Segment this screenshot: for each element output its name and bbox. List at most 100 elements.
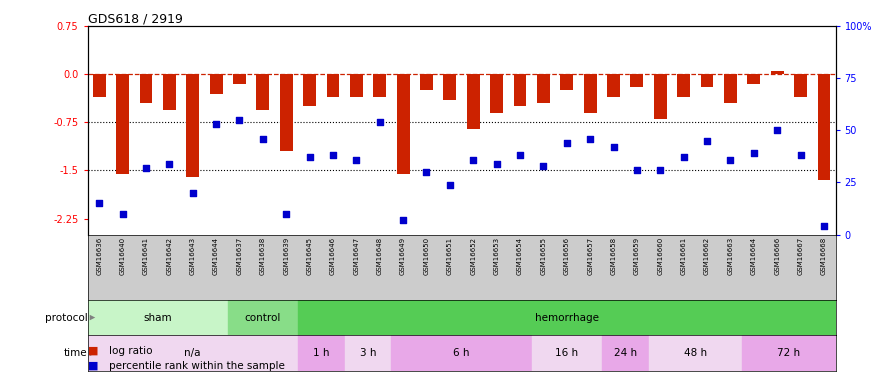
- Bar: [298, 300, 836, 336]
- Text: GSM16648: GSM16648: [377, 237, 382, 274]
- Bar: [303, 74, 316, 106]
- Point: [513, 152, 527, 158]
- Text: GSM16657: GSM16657: [587, 237, 593, 274]
- Text: GSM16644: GSM16644: [214, 237, 219, 274]
- Bar: [280, 74, 292, 151]
- Text: 3 h: 3 h: [360, 348, 376, 358]
- Bar: [654, 74, 667, 119]
- Point: [92, 200, 106, 206]
- Bar: [210, 74, 222, 93]
- Bar: [701, 74, 713, 87]
- Bar: [742, 336, 836, 371]
- Bar: [391, 336, 532, 371]
- Bar: [532, 336, 602, 371]
- Text: 1 h: 1 h: [313, 348, 330, 358]
- Bar: [490, 74, 503, 113]
- Text: GDS618 / 2919: GDS618 / 2919: [88, 12, 182, 25]
- Text: GSM16666: GSM16666: [774, 237, 780, 275]
- Text: sham: sham: [144, 312, 172, 322]
- Bar: [374, 74, 386, 97]
- Bar: [514, 74, 527, 106]
- Point: [746, 150, 760, 156]
- Bar: [139, 74, 152, 103]
- Bar: [228, 300, 298, 336]
- Bar: [326, 74, 340, 97]
- Text: GSM16654: GSM16654: [517, 237, 523, 274]
- Point: [536, 163, 550, 169]
- Text: GSM16659: GSM16659: [634, 237, 640, 274]
- Text: GSM16649: GSM16649: [400, 237, 406, 274]
- Text: GSM16652: GSM16652: [470, 237, 476, 274]
- Point: [163, 161, 177, 167]
- Text: GSM16636: GSM16636: [96, 237, 102, 275]
- Text: log ratio: log ratio: [109, 346, 153, 355]
- Point: [373, 119, 387, 125]
- Bar: [817, 74, 830, 180]
- Bar: [537, 74, 550, 103]
- Text: GSM16653: GSM16653: [493, 237, 500, 274]
- Bar: [256, 74, 270, 110]
- Text: GSM16638: GSM16638: [260, 237, 266, 275]
- Point: [817, 223, 831, 229]
- Bar: [88, 336, 298, 371]
- Point: [654, 167, 668, 173]
- Text: GSM16655: GSM16655: [541, 237, 546, 274]
- Point: [676, 154, 690, 160]
- Bar: [350, 74, 363, 97]
- Text: GSM16667: GSM16667: [797, 237, 803, 275]
- Text: percentile rank within the sample: percentile rank within the sample: [109, 361, 285, 370]
- Point: [255, 136, 270, 142]
- Point: [724, 157, 738, 163]
- Point: [419, 169, 433, 175]
- Point: [139, 165, 153, 171]
- Bar: [677, 74, 690, 97]
- Bar: [93, 74, 106, 97]
- Point: [466, 157, 480, 163]
- Text: control: control: [245, 312, 281, 322]
- Text: 6 h: 6 h: [453, 348, 470, 358]
- Point: [443, 182, 457, 188]
- Text: ■: ■: [88, 346, 98, 355]
- Point: [794, 152, 808, 158]
- Text: 16 h: 16 h: [556, 348, 578, 358]
- Bar: [88, 300, 228, 336]
- Bar: [396, 74, 410, 174]
- Bar: [771, 71, 784, 74]
- Bar: [584, 74, 597, 113]
- Text: GSM16656: GSM16656: [564, 237, 570, 274]
- Point: [490, 161, 504, 167]
- Text: GSM16661: GSM16661: [681, 237, 687, 275]
- Bar: [116, 74, 129, 174]
- Text: GSM16645: GSM16645: [306, 237, 312, 274]
- Text: 72 h: 72 h: [777, 348, 801, 358]
- Bar: [444, 74, 456, 100]
- Point: [186, 190, 200, 196]
- Text: GSM16639: GSM16639: [284, 237, 290, 275]
- Bar: [747, 74, 760, 84]
- Point: [560, 140, 574, 146]
- Point: [279, 211, 293, 217]
- Point: [396, 217, 410, 223]
- Text: protocol: protocol: [45, 312, 88, 322]
- Point: [700, 138, 714, 144]
- Bar: [724, 74, 737, 103]
- Bar: [648, 336, 742, 371]
- Text: GSM16642: GSM16642: [166, 237, 172, 274]
- Point: [770, 128, 784, 134]
- Text: GSM16660: GSM16660: [657, 237, 663, 275]
- Bar: [345, 336, 391, 371]
- Bar: [631, 74, 643, 87]
- Text: GSM16662: GSM16662: [704, 237, 710, 274]
- Text: n/a: n/a: [185, 348, 201, 358]
- Text: hemorrhage: hemorrhage: [535, 312, 598, 322]
- Text: GSM16646: GSM16646: [330, 237, 336, 274]
- Bar: [233, 74, 246, 84]
- Point: [209, 121, 223, 127]
- Text: GSM16664: GSM16664: [751, 237, 757, 274]
- Text: GSM16658: GSM16658: [611, 237, 617, 274]
- Text: GSM16647: GSM16647: [354, 237, 360, 274]
- Text: GSM16663: GSM16663: [727, 237, 733, 275]
- Text: time: time: [64, 348, 88, 358]
- Bar: [794, 74, 807, 97]
- Point: [233, 117, 247, 123]
